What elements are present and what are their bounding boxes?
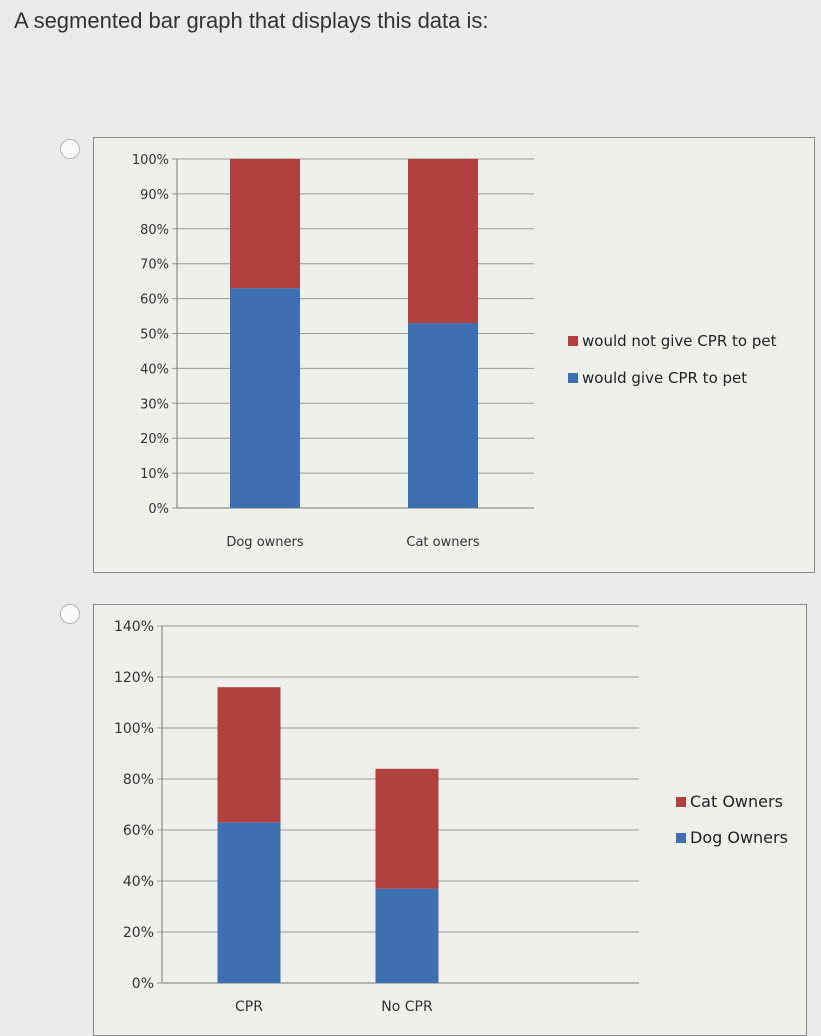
bar-segment-would-not-give-cpr-to-pet: [408, 159, 478, 324]
bar-segment-would-give-cpr-to-pet: [408, 323, 478, 508]
option-1-radio[interactable]: [60, 139, 80, 159]
legend-label: would give CPR to pet: [582, 369, 747, 387]
bar-segment-dog-owners: [217, 822, 281, 983]
stacked-bar-chart-1: 0% 10% 20% 30% 40% 50% 60% 70% 80% 90% 100% Dog own…: [132, 153, 777, 550]
legend-swatch: [676, 797, 686, 807]
y-tick-label: 100%: [132, 153, 169, 168]
bar-segment-would-not-give-cpr-to-pet: [230, 159, 300, 289]
chart-option-1: 0% 10% 20% 30% 40% 50% 60% 70% 80% 90% 100% Dog own…: [93, 137, 815, 573]
legend-swatch: [568, 336, 578, 346]
legend-swatch: [676, 833, 686, 843]
x-category-label: Dog owners: [226, 535, 304, 550]
bar-segment-dog-owners: [375, 888, 439, 983]
question-text: A segmented bar graph that displays this…: [14, 8, 489, 33]
y-tick-label: 100%: [114, 721, 154, 737]
y-tick-label: 40%: [140, 362, 169, 377]
option-2-radio[interactable]: [60, 604, 80, 624]
y-tick-label: 120%: [114, 670, 154, 686]
bar-segment-cat-owners: [217, 687, 281, 823]
bar-segment-would-give-cpr-to-pet: [230, 288, 300, 508]
bar-segment-cat-owners: [375, 768, 439, 889]
y-tick-label: 50%: [140, 328, 169, 343]
y-tick-label: 60%: [140, 293, 169, 308]
chart-option-2: 0% 20% 40% 60% 80% 100% 120% 140% CPR No CPR Cat O…: [93, 604, 807, 1036]
y-tick-label: 20%: [123, 925, 154, 941]
stacked-bar-chart-2: 0% 20% 40% 60% 80% 100% 120% 140% CPR No CPR Cat O…: [114, 619, 788, 1015]
y-tick-label: 40%: [123, 874, 154, 890]
y-tick-label: 20%: [140, 432, 169, 447]
y-tick-label: 10%: [140, 467, 169, 482]
x-category-label: Cat owners: [406, 535, 479, 550]
y-tick-label: 0%: [148, 502, 169, 517]
y-tick-label: 90%: [140, 188, 169, 203]
legend-label: Cat Owners: [690, 792, 783, 811]
y-tick-label: 0%: [132, 976, 154, 992]
legend-label: Dog Owners: [690, 828, 788, 847]
y-tick-label: 60%: [123, 823, 154, 839]
x-category-label: No CPR: [381, 999, 433, 1015]
y-tick-label: 140%: [114, 619, 154, 635]
y-tick-label: 30%: [140, 397, 169, 412]
y-tick-label: 80%: [140, 223, 169, 238]
x-category-label: CPR: [235, 999, 263, 1015]
legend-label: would not give CPR to pet: [582, 332, 777, 350]
y-tick-label: 80%: [123, 772, 154, 788]
y-tick-label: 70%: [140, 258, 169, 273]
legend-swatch: [568, 373, 578, 383]
